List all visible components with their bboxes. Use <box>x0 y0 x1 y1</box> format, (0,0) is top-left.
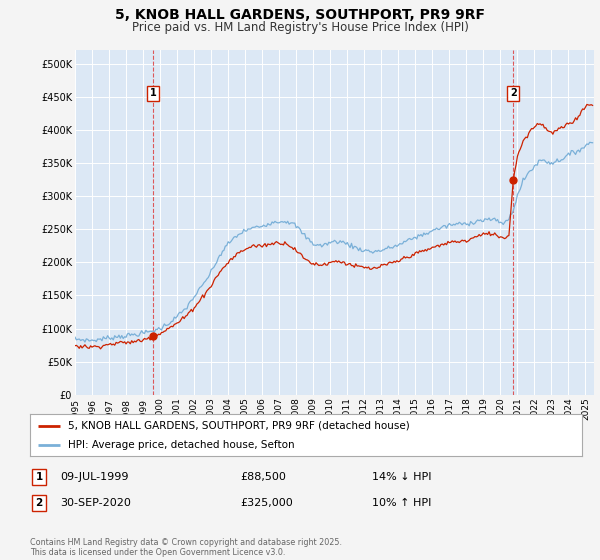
Text: 14% ↓ HPI: 14% ↓ HPI <box>372 472 431 482</box>
Text: 1: 1 <box>149 88 157 99</box>
Text: Contains HM Land Registry data © Crown copyright and database right 2025.
This d: Contains HM Land Registry data © Crown c… <box>30 538 342 557</box>
Text: Price paid vs. HM Land Registry's House Price Index (HPI): Price paid vs. HM Land Registry's House … <box>131 21 469 34</box>
Text: 30-SEP-2020: 30-SEP-2020 <box>60 498 131 508</box>
Text: 2: 2 <box>510 88 517 99</box>
Text: 5, KNOB HALL GARDENS, SOUTHPORT, PR9 9RF: 5, KNOB HALL GARDENS, SOUTHPORT, PR9 9RF <box>115 8 485 22</box>
Text: HPI: Average price, detached house, Sefton: HPI: Average price, detached house, Seft… <box>68 440 294 450</box>
Text: 5, KNOB HALL GARDENS, SOUTHPORT, PR9 9RF (detached house): 5, KNOB HALL GARDENS, SOUTHPORT, PR9 9RF… <box>68 421 409 431</box>
Text: £88,500: £88,500 <box>240 472 286 482</box>
Text: 1: 1 <box>35 472 43 482</box>
Text: 09-JUL-1999: 09-JUL-1999 <box>60 472 128 482</box>
Text: 10% ↑ HPI: 10% ↑ HPI <box>372 498 431 508</box>
Text: £325,000: £325,000 <box>240 498 293 508</box>
Text: 2: 2 <box>35 498 43 508</box>
